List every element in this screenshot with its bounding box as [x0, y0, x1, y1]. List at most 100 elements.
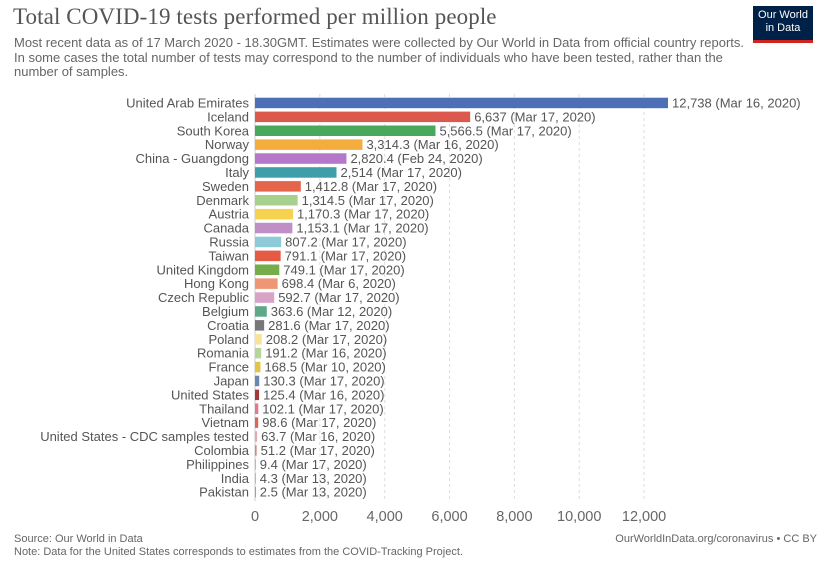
x-tick-label: 12,000	[622, 509, 666, 525]
bar	[255, 320, 265, 331]
category-label: Taiwan	[209, 248, 249, 263]
logo-line-1: Our World	[758, 9, 808, 21]
owid-logo[interactable]: Our World in Data	[753, 6, 813, 43]
value-label: 1,153.1 (Mar 17, 2020)	[296, 221, 428, 236]
bar	[255, 459, 256, 470]
category-label: France	[209, 360, 249, 375]
value-label: 63.7 (Mar 16, 2020)	[261, 429, 375, 444]
bar	[255, 431, 258, 442]
value-label: 1,314.5 (Mar 17, 2020)	[302, 193, 434, 208]
value-label: 9.4 (Mar 17, 2020)	[260, 457, 367, 472]
value-label: 1,412.8 (Mar 17, 2020)	[305, 179, 437, 194]
bar	[255, 403, 259, 414]
category-label: United States - CDC samples tested	[40, 429, 249, 444]
value-label: 592.7 (Mar 17, 2020)	[278, 290, 399, 305]
bar	[255, 250, 281, 262]
x-tick-label: 8,000	[496, 509, 532, 525]
category-label: Italy	[225, 165, 249, 180]
logo-line-2: in Data	[765, 21, 801, 34]
category-label: Pakistan	[199, 485, 249, 500]
category-label: Sweden	[202, 179, 249, 194]
value-label: 12,738 (Mar 16, 2020)	[672, 95, 801, 110]
category-label: United Kingdom	[157, 262, 250, 277]
value-label: 363.6 (Mar 12, 2020)	[271, 304, 392, 319]
bar	[255, 264, 280, 275]
category-label: Croatia	[207, 318, 250, 333]
value-label: 191.2 (Mar 16, 2020)	[265, 346, 386, 361]
category-label: China - Guangdong	[136, 151, 249, 166]
bar	[255, 473, 256, 484]
bar	[255, 181, 301, 192]
bar	[255, 389, 260, 401]
value-label: 130.3 (Mar 17, 2020)	[263, 373, 384, 388]
bar	[255, 375, 260, 387]
category-label: South Korea	[177, 123, 250, 138]
x-tick-label: 6,000	[431, 509, 467, 525]
bar	[255, 292, 275, 303]
category-label: Romania	[197, 346, 250, 361]
value-label: 281.6 (Mar 17, 2020)	[268, 318, 389, 333]
value-label: 749.1 (Mar 17, 2020)	[283, 262, 404, 277]
value-label: 208.2 (Mar 17, 2020)	[266, 332, 387, 347]
x-tick-label: 0	[251, 509, 259, 525]
bar	[255, 486, 256, 498]
category-label: Canada	[203, 221, 249, 236]
chart-subtitle: Most recent data as of 17 March 2020 - 1…	[14, 35, 744, 79]
bar	[255, 306, 267, 317]
value-label: 2,514 (Mar 17, 2020)	[341, 165, 462, 180]
value-label: 1,170.3 (Mar 17, 2020)	[297, 207, 429, 222]
bar	[255, 361, 261, 373]
value-label: 807.2 (Mar 17, 2020)	[285, 234, 406, 249]
category-label: Japan	[214, 373, 249, 388]
value-label: 698.4 (Mar 6, 2020)	[282, 276, 396, 291]
bar	[255, 97, 668, 109]
value-label: 168.5 (Mar 10, 2020)	[264, 360, 385, 375]
category-label: Denmark	[196, 193, 249, 208]
category-label: Vietnam	[202, 415, 249, 430]
category-label: Iceland	[207, 109, 249, 124]
value-label: 102.1 (Mar 17, 2020)	[262, 401, 383, 416]
footer-url-license[interactable]: OurWorldInData.org/coronavirus • CC BY	[615, 533, 817, 545]
bar	[255, 208, 293, 220]
source-text: Source: Our World in Data	[14, 533, 143, 545]
footer-notes: Source: Our World in Data Note: Data for…	[14, 533, 463, 559]
category-label: Czech Republic	[158, 290, 250, 305]
bar	[255, 195, 298, 206]
category-label: Belgium	[202, 304, 249, 319]
bar	[255, 111, 471, 123]
value-label: 98.6 (Mar 17, 2020)	[262, 415, 376, 430]
category-label: Austria	[209, 207, 250, 222]
category-label: Hong Kong	[184, 276, 249, 291]
value-label: 51.2 (Mar 17, 2020)	[261, 443, 375, 458]
chart-title: Total COVID-19 tests performed per milli…	[13, 4, 497, 29]
note-text: Note: Data for the United States corresp…	[14, 546, 463, 558]
category-label: Philippines	[186, 457, 249, 472]
bar	[255, 167, 337, 178]
category-label: Poland	[209, 332, 249, 347]
bar	[255, 278, 278, 289]
category-label: Colombia	[194, 443, 250, 458]
value-label: 6,637 (Mar 17, 2020)	[474, 109, 595, 124]
bar	[255, 153, 347, 164]
category-label: Thailand	[199, 401, 249, 416]
bar	[255, 236, 282, 248]
bar	[255, 139, 363, 150]
value-label: 3,314.3 (Mar 16, 2020)	[366, 137, 498, 152]
category-label: Norway	[205, 137, 250, 152]
bar	[255, 334, 262, 345]
bar	[255, 445, 257, 456]
x-tick-label: 4,000	[367, 509, 403, 525]
bar	[255, 125, 436, 136]
x-tick-label: 10,000	[557, 509, 601, 525]
value-label: 5,566.5 (Mar 17, 2020)	[439, 123, 571, 138]
category-label: United States	[171, 387, 250, 402]
value-label: 791.1 (Mar 17, 2020)	[285, 248, 406, 263]
category-label: India	[221, 471, 250, 486]
x-tick-label: 2,000	[302, 509, 338, 525]
value-label: 4.3 (Mar 13, 2020)	[260, 471, 367, 486]
category-label: United Arab Emirates	[126, 95, 249, 110]
bar	[255, 417, 259, 428]
bar	[255, 222, 293, 234]
category-label: Russia	[209, 234, 250, 249]
